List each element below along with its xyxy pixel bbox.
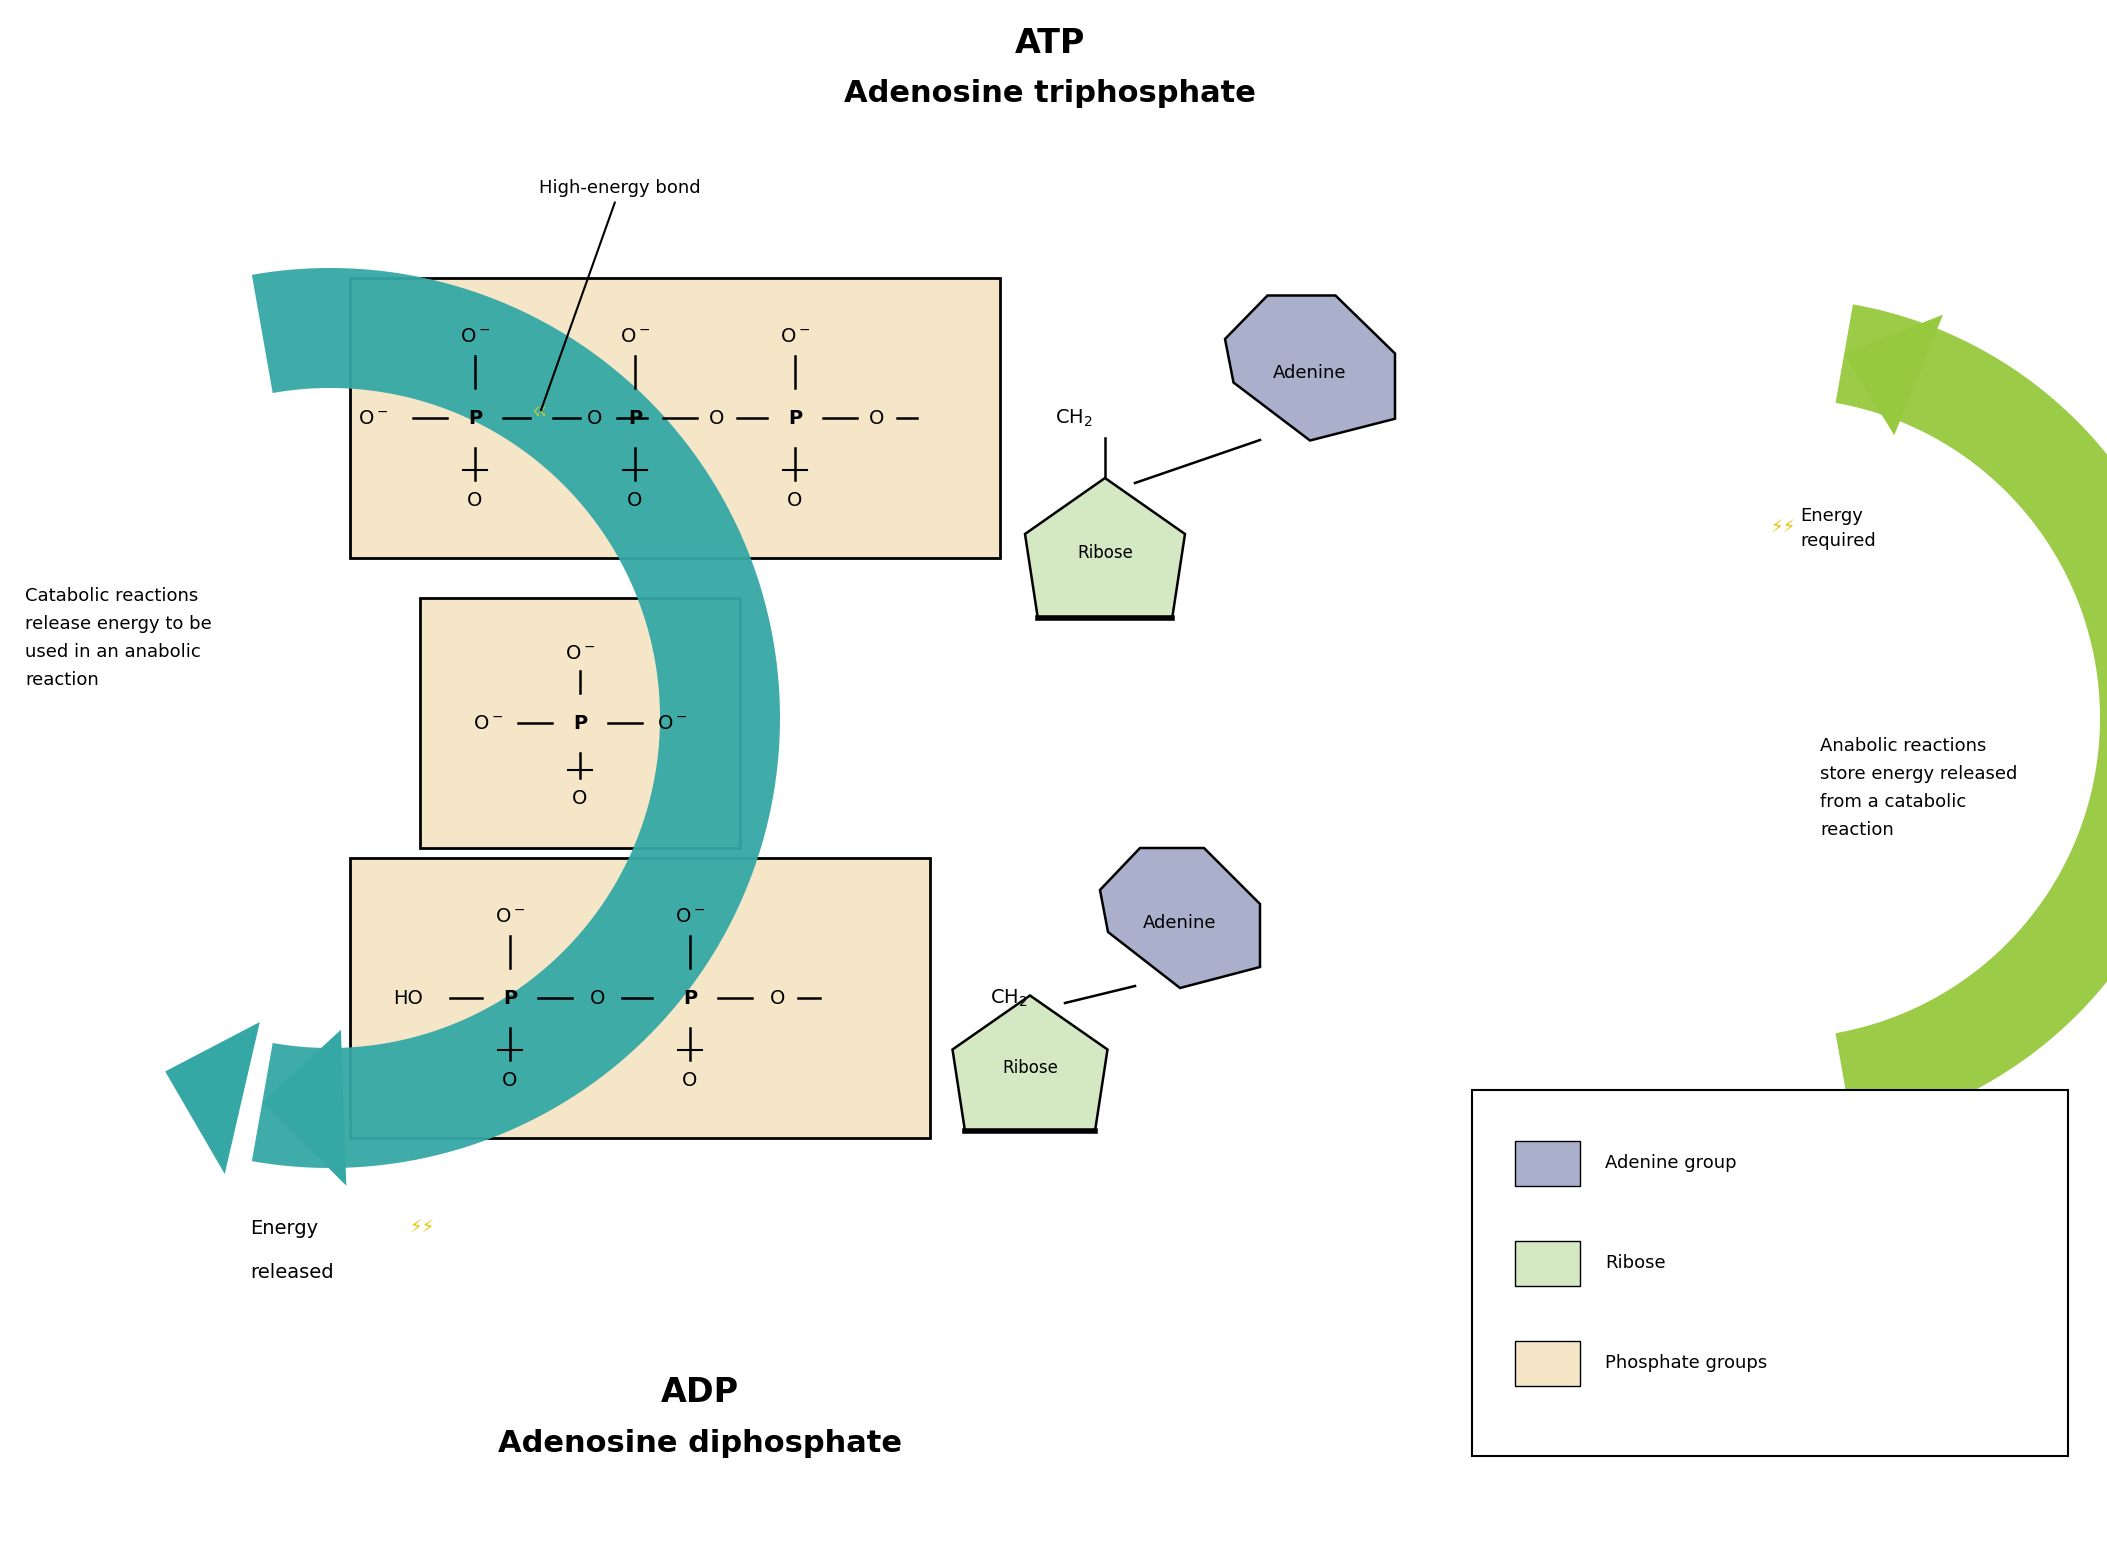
Polygon shape	[164, 1022, 259, 1173]
Text: Adenine: Adenine	[1273, 364, 1346, 382]
Polygon shape	[1835, 305, 2107, 1132]
Polygon shape	[1224, 296, 1395, 441]
Text: P: P	[573, 714, 588, 732]
Text: P: P	[788, 409, 803, 427]
Text: Anabolic reactions
store energy released
from a catabolic
reaction: Anabolic reactions store energy released…	[1820, 737, 2016, 839]
Text: O$^-$: O$^-$	[619, 327, 651, 345]
Text: Phosphate groups: Phosphate groups	[1606, 1354, 1768, 1372]
Text: O: O	[788, 491, 803, 509]
Polygon shape	[1100, 848, 1260, 988]
Text: Ribose: Ribose	[1077, 543, 1134, 562]
Text: released: released	[251, 1263, 333, 1282]
FancyBboxPatch shape	[419, 598, 740, 848]
FancyBboxPatch shape	[1473, 1090, 2067, 1457]
Text: O: O	[870, 409, 885, 427]
Text: O: O	[771, 989, 786, 1008]
Text: O$^-$: O$^-$	[780, 327, 809, 345]
Text: O: O	[501, 1071, 518, 1090]
Text: P: P	[504, 989, 516, 1008]
Text: ADP: ADP	[662, 1376, 740, 1410]
Text: O: O	[710, 409, 725, 427]
Text: Adenine group: Adenine group	[1606, 1153, 1736, 1172]
Text: CH$_2$: CH$_2$	[990, 988, 1028, 1009]
FancyBboxPatch shape	[1515, 1341, 1580, 1385]
Text: O: O	[683, 1071, 697, 1090]
Text: O$^-$: O$^-$	[565, 644, 594, 663]
Text: ATP: ATP	[1016, 26, 1085, 59]
Text: O$^-$: O$^-$	[657, 714, 687, 732]
Text: Adenosine diphosphate: Adenosine diphosphate	[497, 1429, 902, 1458]
Text: High-energy bond: High-energy bond	[539, 180, 702, 410]
Text: O: O	[573, 788, 588, 808]
Text: Adenine: Adenine	[1144, 913, 1216, 932]
Polygon shape	[1844, 314, 1943, 435]
Polygon shape	[253, 268, 780, 1169]
Text: P: P	[468, 409, 483, 427]
Text: ⚡⚡: ⚡⚡	[1770, 519, 1795, 537]
Text: O$^-$: O$^-$	[495, 907, 525, 926]
FancyBboxPatch shape	[1515, 1240, 1580, 1285]
Text: O: O	[590, 989, 605, 1008]
Text: O$^-$: O$^-$	[472, 714, 504, 732]
Text: Energy
required: Energy required	[1799, 506, 1875, 550]
Text: O$^-$: O$^-$	[674, 907, 706, 926]
Polygon shape	[952, 995, 1108, 1130]
Text: O$^-$: O$^-$	[358, 409, 388, 427]
Polygon shape	[1024, 478, 1184, 618]
Text: HO: HO	[394, 989, 424, 1008]
Text: Adenosine triphosphate: Adenosine triphosphate	[845, 79, 1256, 107]
Text: CH$_2$: CH$_2$	[1056, 407, 1094, 429]
Text: Catabolic reactions
release energy to be
used in an anabolic
reaction: Catabolic reactions release energy to be…	[25, 587, 211, 689]
Polygon shape	[261, 1029, 346, 1186]
FancyBboxPatch shape	[1515, 1141, 1580, 1186]
Text: ⚡⚡: ⚡⚡	[411, 1218, 436, 1237]
FancyBboxPatch shape	[350, 858, 929, 1138]
Text: P: P	[683, 989, 697, 1008]
Text: Energy: Energy	[251, 1218, 318, 1237]
Text: P: P	[628, 409, 643, 427]
Text: O: O	[588, 409, 603, 427]
Text: O: O	[628, 491, 643, 509]
Text: ☇☇: ☇☇	[533, 407, 548, 420]
FancyBboxPatch shape	[350, 279, 1001, 557]
Text: O$^-$: O$^-$	[459, 327, 491, 345]
Text: Ribose: Ribose	[1003, 1059, 1058, 1077]
Text: Ribose: Ribose	[1606, 1254, 1667, 1272]
Text: O: O	[468, 491, 483, 509]
